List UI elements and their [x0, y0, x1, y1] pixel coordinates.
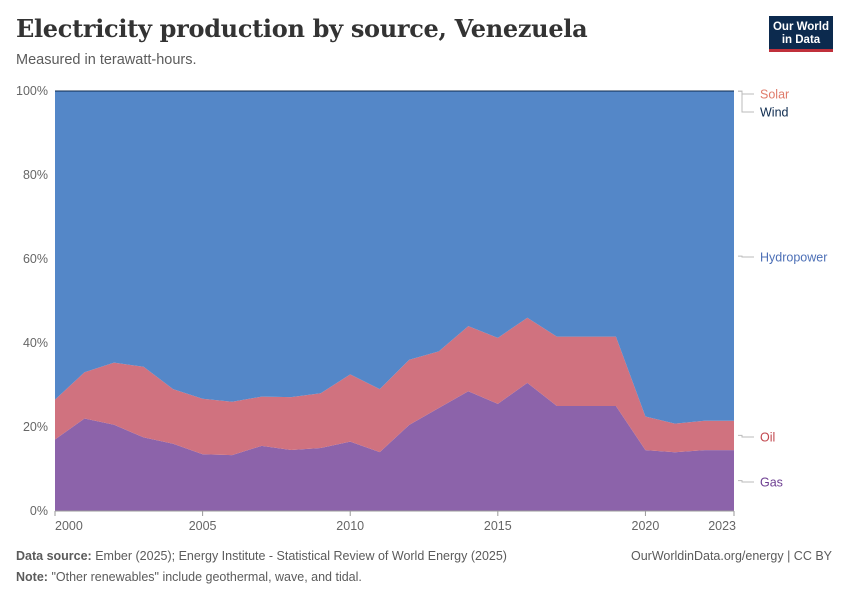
logo-line-1: Our World	[772, 21, 829, 33]
source-label: Data source:	[16, 549, 92, 563]
x-tick-label: 2010	[336, 519, 364, 533]
series-label-wind[interactable]: Wind	[760, 106, 789, 120]
y-tick-label: 60%	[23, 252, 48, 266]
area-chart: 0% 20% 40% 60% 80% 100% 2000 2005 2010 2015 2020 20…	[16, 84, 827, 533]
label-connector	[738, 480, 754, 483]
y-tick-label: 40%	[23, 336, 48, 350]
series-label-oil[interactable]: Oil	[760, 431, 775, 445]
x-tick-label: 2020	[632, 519, 660, 533]
area-gas[interactable]	[55, 382, 734, 511]
label-connector	[738, 255, 754, 258]
series-label-hydropower[interactable]: Hydropower	[760, 251, 827, 265]
series-label-gas[interactable]: Gas	[760, 476, 783, 490]
x-tick-label: 2015	[484, 519, 512, 533]
source-text: Ember (2025); Energy Institute - Statist…	[95, 549, 507, 563]
x-tick-label: 2005	[189, 519, 217, 533]
y-tick-label: 20%	[23, 420, 48, 434]
y-tick-label: 100%	[16, 84, 48, 98]
note-text: "Other renewables" include geothermal, w…	[51, 570, 362, 584]
series-label-solar[interactable]: Solar	[760, 88, 789, 102]
chart-note: Note: "Other renewables" include geother…	[16, 570, 362, 584]
y-tick-label: 80%	[23, 168, 48, 182]
x-tick-label: 2000	[55, 519, 83, 533]
source-url[interactable]: OurWorldinData.org/energy | CC BY	[630, 549, 832, 563]
logo-line-2: in Data	[781, 33, 821, 46]
x-tick-label: 2023	[708, 519, 736, 533]
area-hydropower[interactable]	[55, 91, 734, 424]
chart-title: Electricity production by source, Venezu…	[16, 14, 588, 43]
note-label: Note:	[16, 570, 48, 584]
chart-subtitle: Measured in terawatt-hours.	[16, 52, 197, 68]
data-source: Data source: Ember (2025); Energy Instit…	[16, 549, 507, 563]
owid-logo[interactable]: Our World in Data	[769, 16, 833, 52]
label-connector	[738, 90, 754, 95]
y-tick-label: 0%	[30, 504, 48, 518]
label-connector	[738, 434, 754, 438]
area-oil[interactable]	[55, 317, 734, 456]
